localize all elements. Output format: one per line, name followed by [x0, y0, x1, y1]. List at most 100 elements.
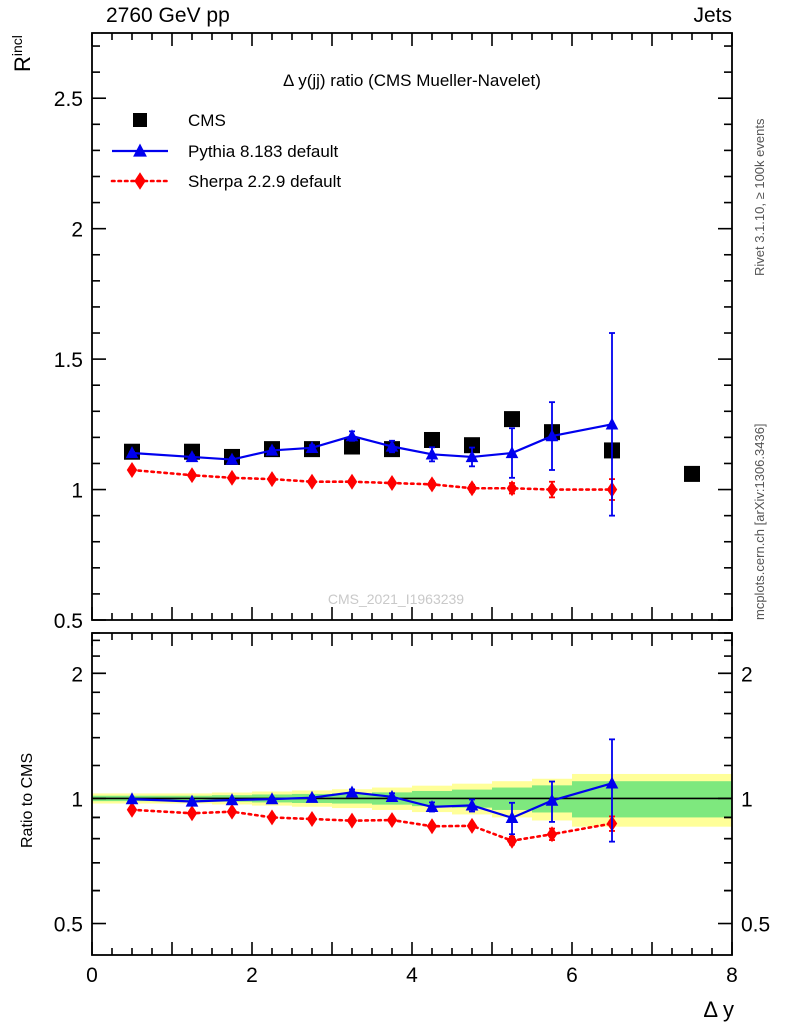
series-line — [130, 808, 614, 843]
data-point-marker — [546, 481, 558, 498]
svg-text:Rincl: Rincl — [9, 35, 35, 72]
ratio-y-tick-label-right: 0.5 — [741, 914, 770, 937]
data-point-marker — [265, 792, 279, 805]
data-point-marker — [346, 812, 358, 829]
data-series — [124, 332, 700, 517]
ratio-y-tick-label: 0.5 — [54, 914, 83, 937]
band-inner-segment — [652, 781, 732, 818]
data-point-marker — [265, 443, 279, 456]
data-point-marker — [506, 832, 518, 849]
data-point-marker — [425, 800, 439, 813]
legend-label: Pythia 8.183 default — [188, 142, 339, 161]
data-point-marker — [505, 810, 519, 823]
data-point-marker — [305, 440, 319, 453]
data-point-marker — [225, 452, 239, 465]
data-point-marker — [266, 809, 278, 826]
data-point-marker — [466, 480, 478, 497]
data-point-marker — [306, 811, 318, 828]
data-point-marker — [424, 431, 440, 448]
x-tick-label: 4 — [406, 964, 418, 987]
labels: 2760 GeV pp Jets Rincl Δ y(jj) ratio (CMS M… — [9, 4, 767, 1022]
legend-marker-diamond — [134, 172, 146, 190]
data-point-marker — [386, 475, 398, 492]
data-point-marker — [346, 473, 358, 490]
x-axis-title: Δ y — [703, 997, 734, 1022]
x-tick-label: 6 — [566, 964, 578, 987]
header-analysis-label: Jets — [693, 4, 732, 27]
data-point-marker — [605, 776, 619, 789]
legend-label: Sherpa 2.2.9 default — [188, 172, 341, 191]
main-plot-title: Δ y(jj) ratio (CMS Mueller-Navelet) — [283, 71, 541, 90]
data-point-marker — [125, 446, 139, 459]
data-point-marker — [464, 437, 480, 454]
legend: CMS Pythia 8.183 default Sherpa 2.2.9 defa… — [110, 111, 341, 191]
data-point-marker — [306, 473, 318, 490]
data-point-marker — [344, 438, 360, 455]
main-y-tick-label: 1.5 — [54, 349, 83, 372]
data-point-marker — [345, 785, 359, 798]
legend-item[interactable]: CMS — [133, 111, 226, 130]
data-point-marker — [226, 469, 238, 486]
main-y-tick-label: 1 — [71, 480, 83, 503]
data-point-marker — [125, 792, 139, 805]
data-point-marker — [305, 790, 319, 803]
data-point-marker — [185, 450, 199, 463]
ratio-y-tick-label: 2 — [71, 663, 83, 686]
main-y-tick-label: 2.5 — [54, 88, 83, 111]
data-point-marker — [545, 429, 559, 442]
data-point-marker — [385, 789, 399, 802]
data-point-marker — [506, 480, 518, 497]
data-point-marker — [385, 439, 399, 452]
data-point-marker — [186, 805, 198, 822]
data-point-marker — [545, 793, 559, 806]
legend-item[interactable]: Pythia 8.183 default — [112, 142, 339, 161]
data-point-marker — [426, 476, 438, 493]
data-point-marker — [186, 467, 198, 484]
ratio-y-axis-title: Ratio to CMS — [19, 753, 36, 848]
series-line — [131, 423, 613, 461]
legend-item[interactable]: Sherpa 2.2.9 default — [110, 172, 341, 191]
main-y-tick-label: 0.5 — [54, 610, 83, 633]
data-point-marker — [466, 817, 478, 834]
data-point-marker — [504, 411, 520, 428]
main-y-tick-label: 2 — [71, 219, 83, 242]
svg-text:Ratio to CMS: Ratio to CMS — [19, 753, 36, 848]
data-point-marker — [266, 471, 278, 488]
header-beam-label: 2760 GeV pp — [106, 4, 230, 27]
data-point-marker — [684, 465, 700, 482]
data-point-marker — [425, 447, 439, 460]
data-point-marker — [465, 798, 479, 811]
series-line — [131, 782, 613, 819]
data-point-marker — [126, 462, 138, 478]
axis-ticks: 0.5 1 1.5 2 2.5 0 2 4 6 8 0.5 1 2 0.5 1 2 — [54, 33, 770, 987]
data-point-marker — [386, 812, 398, 829]
ratio-y-tick-label: 1 — [71, 788, 83, 811]
data-point-marker — [185, 794, 199, 807]
data-point-marker — [546, 826, 558, 843]
main-y-axis-title: Rincl — [9, 35, 35, 72]
data-point-marker — [345, 429, 359, 442]
legend-marker-square — [133, 113, 147, 127]
analysis-watermark: CMS_2021_I1963239 — [328, 591, 464, 607]
svg-text:Rivet 3.1.10, ≥ 100k events: Rivet 3.1.10, ≥ 100k events — [752, 118, 767, 276]
data-point-marker — [126, 801, 138, 818]
data-point-marker — [226, 803, 238, 820]
data-point-marker — [505, 446, 519, 459]
x-tick-label: 0 — [86, 964, 98, 987]
ratio-series — [125, 738, 619, 849]
series-line — [130, 468, 614, 491]
data-point-marker — [426, 818, 438, 835]
data-point-marker — [605, 417, 619, 430]
data-point-marker — [225, 793, 239, 806]
rivet-version-label: Rivet 3.1.10, ≥ 100k events — [752, 118, 767, 276]
svg-text:mcplots.cern.ch [arXiv:1306.34: mcplots.cern.ch [arXiv:1306.3436] — [752, 423, 767, 620]
ratio-y-tick-label-right: 1 — [741, 788, 753, 811]
x-tick-label: 2 — [246, 964, 258, 987]
data-point-marker — [465, 450, 479, 463]
mcplots-reference-label: mcplots.cern.ch [arXiv:1306.3436] — [752, 423, 767, 620]
x-tick-label: 8 — [726, 964, 738, 987]
legend-label: CMS — [188, 111, 226, 130]
ratio-y-tick-label-right: 2 — [741, 663, 753, 686]
